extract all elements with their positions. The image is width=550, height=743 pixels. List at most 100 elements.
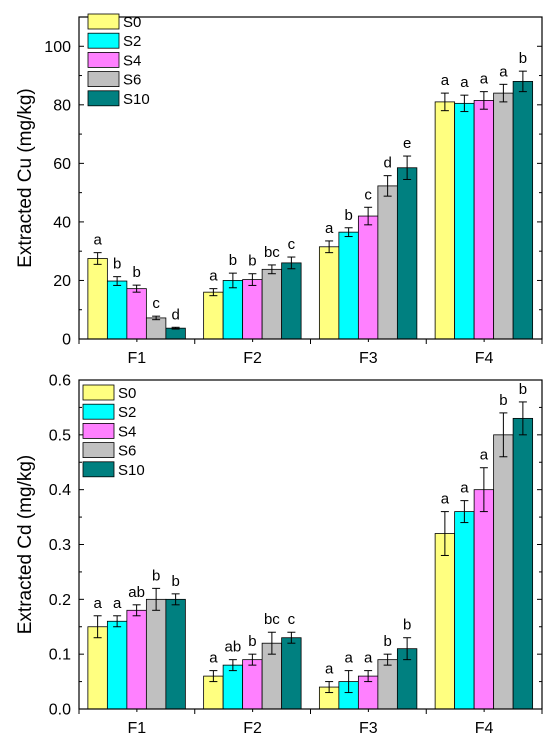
bar-S2-F2 [222, 280, 244, 340]
bar-S0-F1 [87, 626, 108, 710]
legend-swatch-S0 [82, 384, 115, 401]
significance-letter: b [248, 633, 256, 650]
x-tick-label: F1 [128, 720, 147, 737]
x-tick-label: F2 [243, 350, 262, 367]
bar-S4-F2 [242, 279, 263, 340]
y-tick-label: 0.2 [49, 592, 71, 609]
y-axis-label: Extracted Cd (mg/kg) [15, 455, 36, 635]
bar-S4-F4 [473, 489, 495, 710]
bar-S4-F3 [357, 215, 379, 340]
significance-letter: c [288, 611, 296, 628]
significance-letter: d [383, 155, 391, 172]
significance-letter: a [93, 232, 102, 249]
y-tick-label: 80 [53, 97, 71, 114]
significance-letter: b [248, 253, 256, 270]
legend-label: S4 [118, 423, 136, 440]
significance-letter: a [325, 220, 334, 237]
y-tick-label: 0.3 [49, 537, 71, 554]
y-tick-label: 0.1 [49, 647, 71, 664]
bar-S10-F2 [281, 262, 302, 340]
bar-S10-F1 [165, 327, 186, 340]
y-tick-label: 100 [44, 39, 71, 56]
significance-letter: b [499, 392, 507, 409]
bar-S10-F1 [165, 598, 186, 710]
y-tick-label: 0 [62, 332, 71, 349]
legend-swatch-S0 [87, 13, 120, 30]
significance-letter: b [229, 252, 237, 269]
x-tick-label: F3 [359, 720, 378, 737]
x-tick-label: F1 [128, 350, 147, 367]
y-tick-label: 0.5 [49, 427, 71, 444]
bar-S2-F4 [454, 511, 475, 710]
bar-S4-F4 [473, 100, 495, 340]
legend-swatch-S6 [82, 442, 115, 459]
y-tick-label: 60 [53, 156, 71, 173]
significance-letter: a [441, 491, 450, 508]
significance-letter: a [499, 63, 508, 80]
legend-swatch-S4 [87, 52, 120, 68]
bar-S6-F2 [261, 268, 283, 340]
bar-S0-F1 [87, 258, 108, 340]
y-tick-label: 0.6 [49, 373, 71, 390]
significance-letter: a [113, 595, 122, 612]
legend-swatch-S10 [82, 461, 115, 478]
bar-S10-F4 [512, 417, 534, 710]
legend-label: S2 [118, 404, 136, 421]
y-tick-label: 0.4 [49, 482, 71, 499]
legend-label: S4 [123, 52, 141, 69]
significance-letter: a [460, 480, 469, 497]
significance-letter: d [171, 306, 179, 323]
significance-letter: bc [264, 244, 280, 261]
significance-letter: e [403, 135, 411, 152]
legend-label: S10 [123, 91, 150, 108]
bar-S0-F4 [434, 101, 456, 340]
significance-letter: b [113, 256, 121, 273]
significance-letter: a [480, 447, 489, 464]
significance-letter: b [519, 50, 527, 67]
y-tick-label: 20 [53, 273, 71, 290]
significance-letter: c [364, 186, 372, 203]
significance-letter: c [288, 236, 296, 253]
bar-S2-F1 [106, 620, 128, 710]
significance-letter: c [152, 295, 160, 312]
legend-swatch-S2 [87, 32, 120, 49]
y-tick-label: 40 [53, 214, 71, 231]
bar-S10-F3 [396, 167, 418, 340]
significance-letter: b [403, 617, 411, 634]
bar-S6-F3 [377, 185, 398, 340]
legend-label: S0 [118, 385, 136, 402]
legend-swatch-S10 [87, 90, 120, 107]
significance-letter: ab [225, 639, 242, 656]
bar-S10-F4 [512, 81, 534, 340]
x-tick-label: F4 [475, 720, 494, 737]
legend-label: S2 [123, 33, 141, 50]
x-tick-label: F4 [475, 350, 494, 367]
y-tick-label: 0.0 [49, 702, 71, 719]
significance-letter: a [364, 650, 373, 667]
legend-swatch-S2 [82, 403, 115, 420]
significance-letter: a [480, 71, 489, 88]
bar-S2-F3 [338, 231, 359, 340]
bar-S6-F4 [493, 434, 514, 710]
significance-letter: ab [128, 584, 145, 601]
bar-S2-F4 [454, 102, 475, 340]
bar-S2-F1 [106, 280, 128, 340]
bar-S4-F1 [126, 609, 147, 710]
bar-S2-F2 [222, 664, 244, 710]
significance-letter: b [132, 264, 140, 281]
legend-label: S0 [123, 14, 141, 31]
bar-S6-F1 [145, 598, 167, 710]
significance-letter: b [171, 573, 179, 590]
legend-label: S6 [123, 72, 141, 89]
bar-S0-F4 [434, 533, 456, 710]
significance-letter: a [441, 72, 450, 89]
y-axis-label: Extracted Cu (mg/kg) [15, 88, 36, 268]
significance-letter: b [519, 381, 527, 398]
bar-S6-F4 [493, 92, 514, 340]
bar-S4-F2 [242, 659, 263, 710]
x-tick-label: F3 [359, 350, 378, 367]
significance-letter: bc [264, 611, 280, 628]
